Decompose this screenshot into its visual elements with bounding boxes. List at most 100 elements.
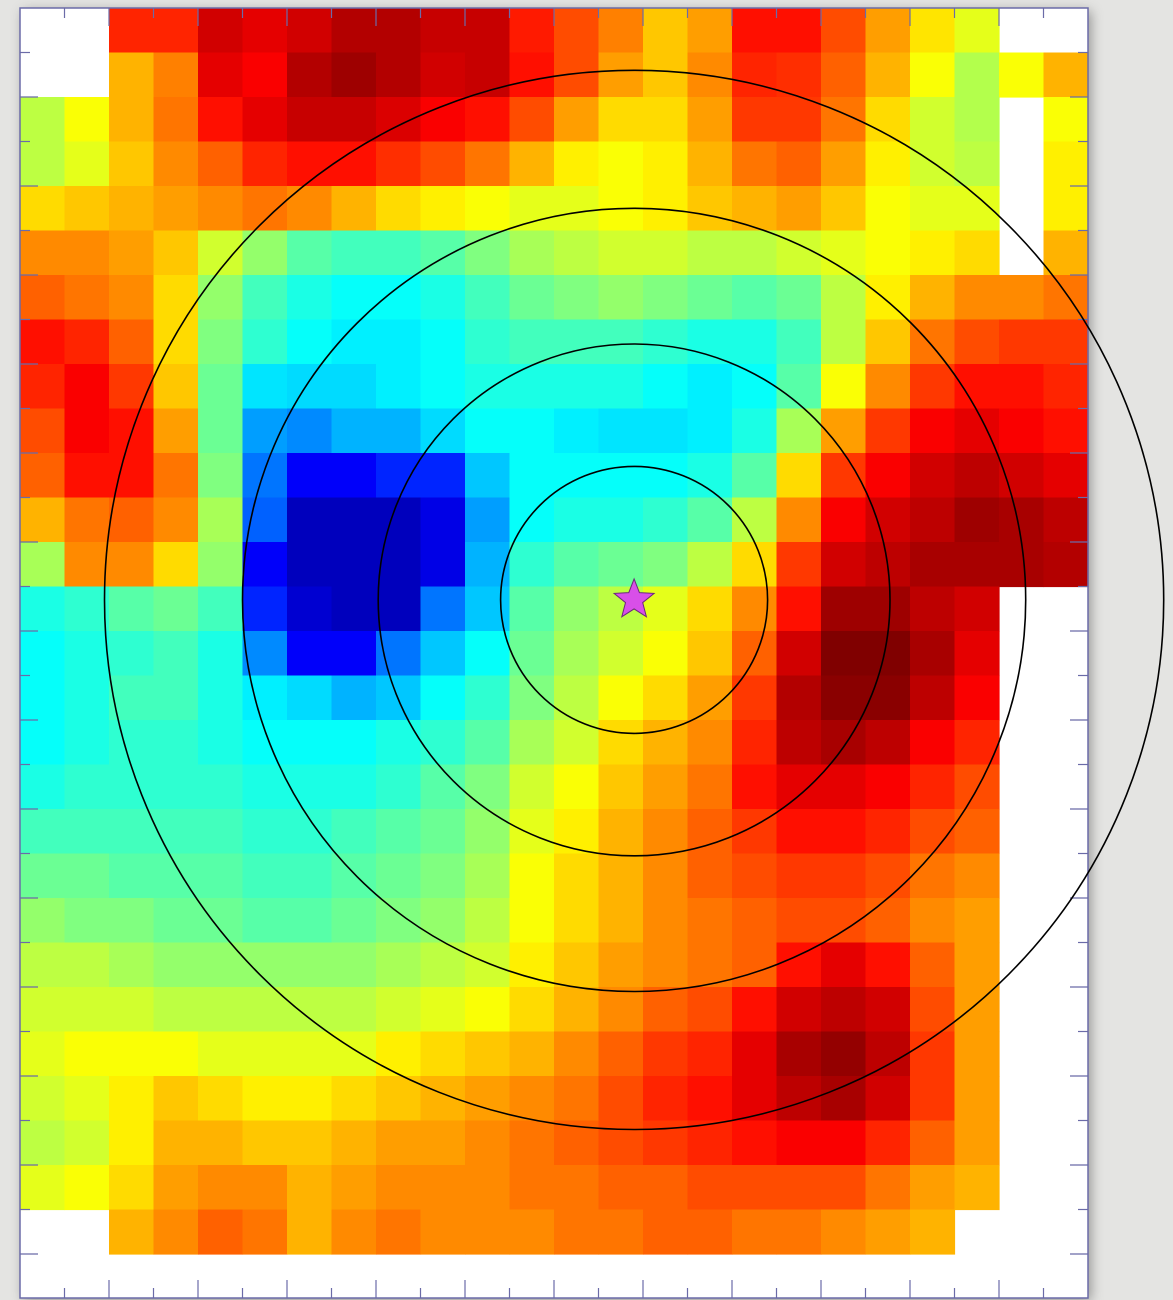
heatmap-cell: [954, 1031, 1000, 1077]
heatmap-cell: [554, 319, 600, 365]
heatmap-cell: [420, 497, 466, 543]
heatmap-cell: [331, 52, 377, 98]
heatmap-cell: [776, 987, 822, 1033]
heatmap-cell: [776, 1031, 822, 1077]
heatmap-cell: [643, 141, 689, 187]
heatmap-cell: [109, 141, 155, 187]
heatmap-cell: [198, 186, 244, 232]
heatmap-cell: [598, 8, 644, 54]
heatmap-cell: [776, 275, 822, 321]
heatmap-cell: [865, 764, 911, 810]
heatmap-cell: [865, 1031, 911, 1077]
heatmap-cell: [109, 186, 155, 232]
heatmap-cell: [509, 230, 555, 276]
heatmap-cell: [910, 319, 956, 365]
heatmap-cell: [465, 1120, 511, 1166]
heatmap-cell: [64, 675, 110, 721]
heatmap-cell: [64, 230, 110, 276]
heatmap-cell: [554, 497, 600, 543]
heatmap-cell: [376, 631, 422, 677]
heatmap-cell: [687, 8, 733, 54]
heatmap-cell: [465, 319, 511, 365]
heatmap-cell: [242, 453, 288, 499]
heatmap-cell: [287, 141, 333, 187]
heatmap-cell: [420, 1076, 466, 1122]
heatmap-cell: [198, 453, 244, 499]
heatmap-cell: [64, 987, 110, 1033]
heatmap-cell: [910, 1165, 956, 1211]
heatmap-cell: [109, 853, 155, 899]
heatmap-cell: [198, 1076, 244, 1122]
heatmap-cell: [643, 675, 689, 721]
heatmap-cell: [598, 141, 644, 187]
heatmap-cell: [687, 898, 733, 944]
heatmap-cell: [242, 720, 288, 766]
heatmap-cell: [1043, 319, 1089, 365]
heatmap-cell: [643, 497, 689, 543]
heatmap-cell: [465, 542, 511, 588]
heatmap-cell: [153, 141, 199, 187]
heatmap-cell: [198, 542, 244, 588]
heatmap-cell: [509, 319, 555, 365]
heatmap-cell: [198, 408, 244, 454]
heatmap-cell: [910, 586, 956, 632]
heatmap-cell: [420, 97, 466, 143]
heatmap-cell: [910, 8, 956, 54]
heatmap-cell: [865, 942, 911, 988]
heatmap-cell: [732, 52, 778, 98]
heatmap-cell: [687, 1031, 733, 1077]
heatmap-cell: [465, 809, 511, 855]
heatmap-cell: [376, 898, 422, 944]
heatmap-cell: [198, 675, 244, 721]
heatmap-cell: [732, 987, 778, 1033]
heatmap-cell: [109, 97, 155, 143]
heatmap-cell: [598, 453, 644, 499]
heatmap-cell: [376, 764, 422, 810]
heatmap-cell: [64, 853, 110, 899]
heatmap-cell: [910, 364, 956, 410]
heatmap-cell: [465, 1209, 511, 1255]
heatmap-cell: [420, 898, 466, 944]
heatmap-cell: [242, 52, 288, 98]
heatmap-cell: [643, 898, 689, 944]
heatmap-cell: [821, 8, 867, 54]
heatmap-cell: [287, 1076, 333, 1122]
heatmap-cell: [865, 497, 911, 543]
heatmap-cell: [20, 230, 66, 276]
heatmap-cell: [776, 1209, 822, 1255]
heatmap-cell: [954, 186, 1000, 232]
heatmap-cell: [509, 764, 555, 810]
heatmap-cell: [20, 97, 66, 143]
heatmap-cell: [153, 275, 199, 321]
heatmap-cell: [999, 542, 1045, 588]
heatmap-cell: [242, 764, 288, 810]
heatmap-cell: [20, 898, 66, 944]
heatmap-cell: [109, 631, 155, 677]
heatmap-cell: [153, 809, 199, 855]
heatmap-cell: [287, 453, 333, 499]
heatmap-cell: [865, 52, 911, 98]
heatmap-cell: [643, 631, 689, 677]
heatmap-cell: [509, 898, 555, 944]
heatmap-cell: [776, 364, 822, 410]
heatmap-cell: [776, 319, 822, 365]
heatmap-cell: [776, 942, 822, 988]
heatmap-cell: [420, 631, 466, 677]
heatmap-cell: [821, 631, 867, 677]
heatmap-cell: [420, 764, 466, 810]
heatmap-cell: [687, 364, 733, 410]
heatmap-cell: [153, 8, 199, 54]
heatmap-cell: [865, 853, 911, 899]
heatmap-cell: [554, 987, 600, 1033]
heatmap-cell: [865, 408, 911, 454]
heatmap-cell: [376, 1165, 422, 1211]
heatmap-cell: [509, 942, 555, 988]
heatmap-cell: [376, 408, 422, 454]
heatmap-cell: [954, 809, 1000, 855]
heatmap-cell: [20, 720, 66, 766]
heatmap-cell: [554, 1209, 600, 1255]
heatmap-cell: [331, 720, 377, 766]
heatmap-cell: [20, 942, 66, 988]
heatmap-cell: [242, 1165, 288, 1211]
heatmap-cell: [821, 1076, 867, 1122]
